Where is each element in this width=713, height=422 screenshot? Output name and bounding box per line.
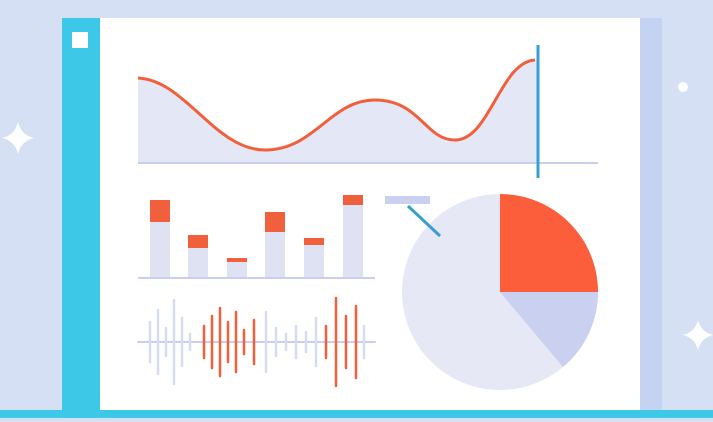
pie-slice — [500, 292, 598, 367]
sparkle — [683, 320, 713, 350]
bar — [304, 238, 324, 278]
wave-area — [138, 60, 538, 163]
bar-top — [150, 200, 170, 222]
bar-group — [138, 195, 375, 279]
sidebar-icon — [72, 32, 88, 48]
pie-label-box — [385, 196, 430, 204]
bar — [343, 195, 363, 278]
window-sidebar — [62, 18, 100, 412]
waveform — [137, 296, 376, 388]
bar-top — [227, 258, 247, 262]
bottom-bar — [0, 410, 713, 418]
bar-top — [188, 235, 208, 248]
bar-top — [304, 238, 324, 245]
window-right-edge — [640, 18, 662, 412]
pie-label-line — [406, 204, 442, 238]
wave-line — [137, 58, 536, 152]
bar-top — [343, 195, 363, 205]
bar-top — [265, 212, 285, 232]
bar — [227, 258, 247, 278]
pie-slice — [500, 194, 598, 292]
dot — [678, 82, 688, 92]
sparkle — [2, 122, 34, 154]
